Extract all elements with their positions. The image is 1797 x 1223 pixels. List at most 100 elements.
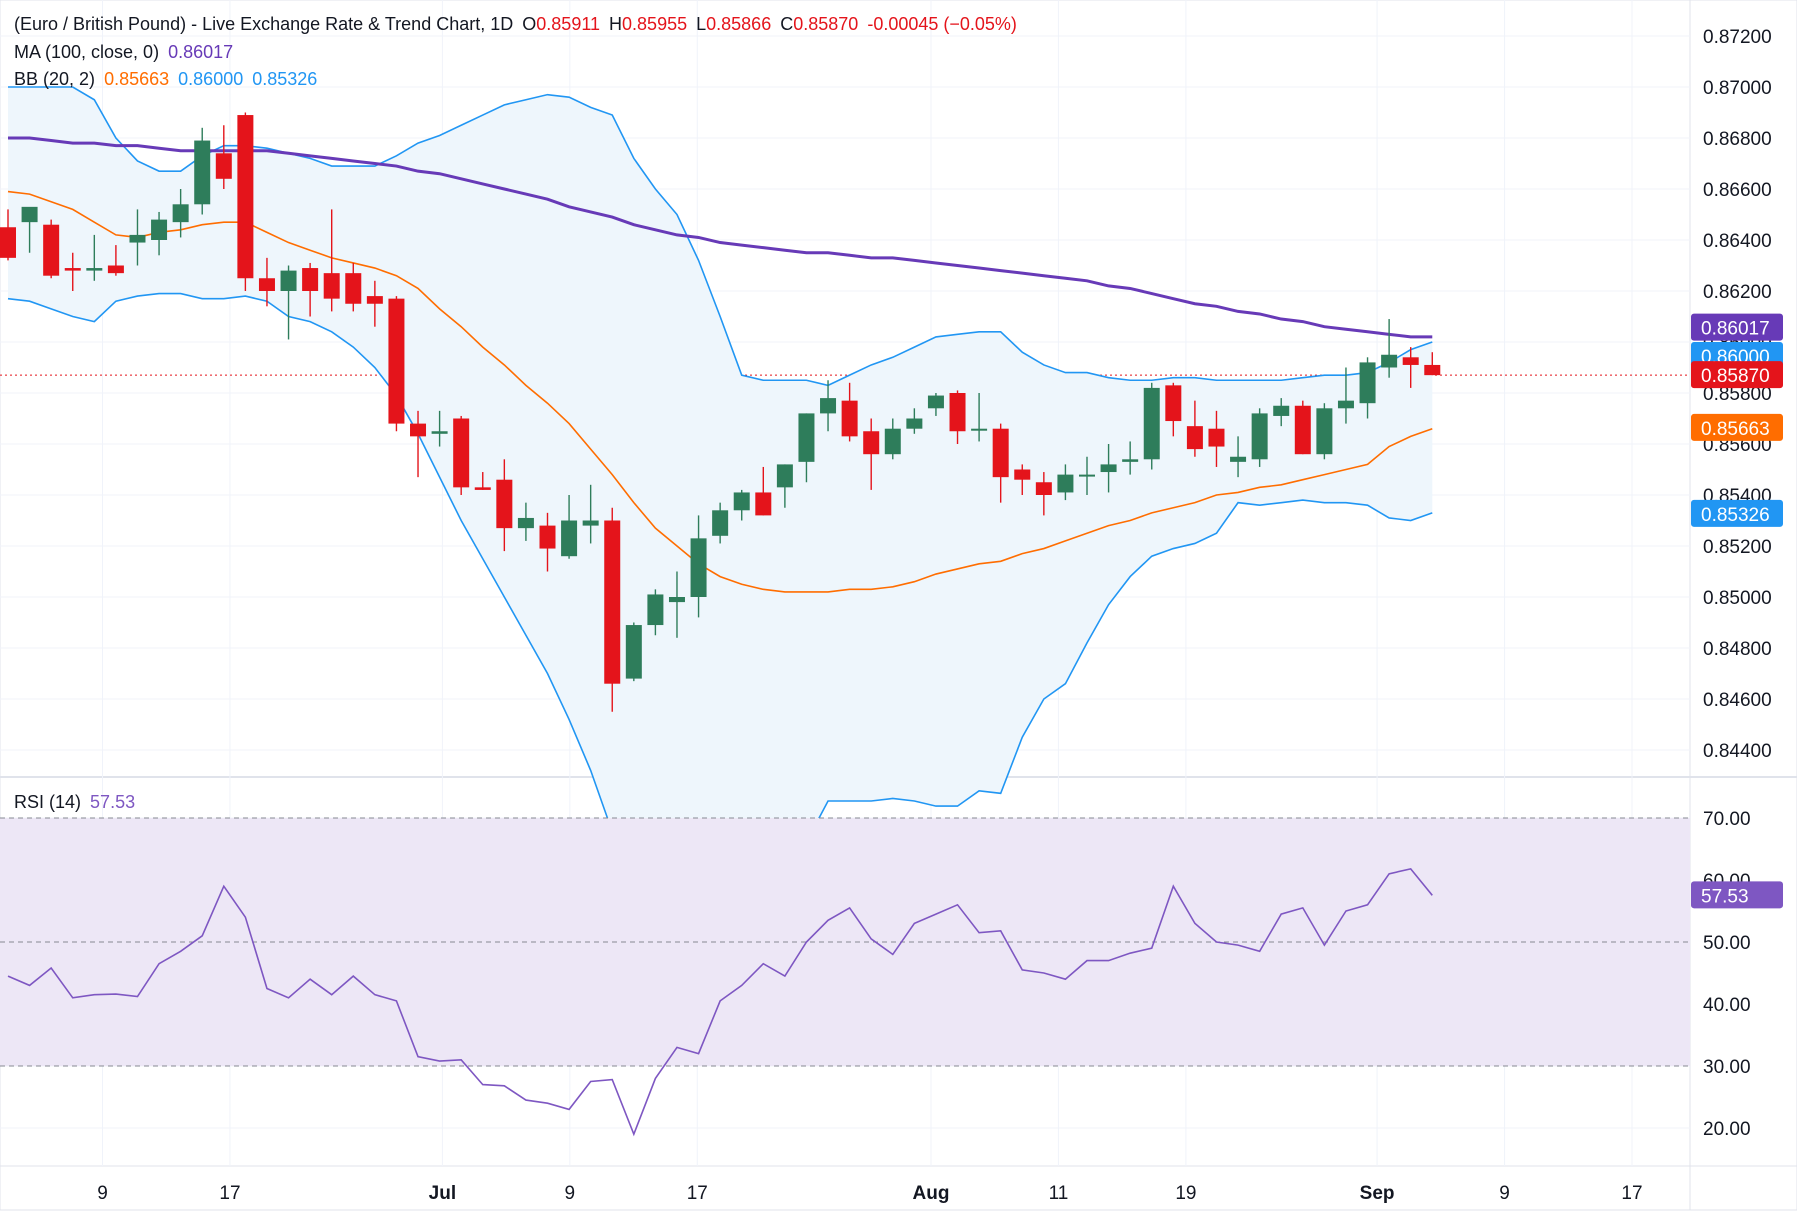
price-tick-label: 0.86600 bbox=[1703, 180, 1772, 201]
price-tick-label: 0.87000 bbox=[1703, 78, 1772, 99]
candle-body bbox=[1186, 426, 1203, 450]
low-label: L bbox=[696, 14, 707, 34]
candle-body bbox=[949, 393, 966, 432]
candle-body bbox=[927, 395, 944, 409]
candle-body bbox=[129, 234, 146, 243]
time-tick-label: 11 bbox=[1049, 1183, 1069, 1204]
candle-body bbox=[237, 115, 254, 279]
candle-body bbox=[798, 413, 815, 462]
price-tick-label: 0.84400 bbox=[1703, 741, 1772, 762]
price-tag-box bbox=[1691, 361, 1783, 389]
candle-body bbox=[1424, 364, 1441, 376]
high-label: H bbox=[609, 14, 623, 34]
legend-bb[interactable]: BB (20, 2) 0.85663 0.86000 0.85326 bbox=[14, 69, 321, 90]
close-value: 0.85870 bbox=[793, 14, 859, 34]
candle-body bbox=[1251, 413, 1268, 460]
price-tag-box bbox=[1691, 881, 1783, 909]
candle-body bbox=[992, 428, 1009, 478]
candle-body bbox=[971, 428, 988, 431]
candle-body bbox=[712, 510, 729, 536]
candle-body bbox=[1402, 357, 1419, 365]
price-tag-label: 57.53 bbox=[1701, 886, 1749, 907]
candle-body bbox=[410, 423, 427, 437]
candle-body bbox=[1079, 474, 1095, 477]
candle-body bbox=[258, 278, 275, 291]
candle-body bbox=[668, 597, 685, 603]
rsi-tick-label: 20.00 bbox=[1703, 1119, 1751, 1140]
price-tag-box bbox=[1691, 413, 1783, 441]
price-tag: 0.85326 bbox=[1691, 499, 1783, 527]
candle-body bbox=[776, 464, 793, 488]
price-tick-label: 0.87200 bbox=[1703, 27, 1772, 48]
candle-body bbox=[86, 268, 103, 271]
candle-body bbox=[345, 273, 362, 304]
price-tick-label: 0.85800 bbox=[1703, 384, 1772, 405]
candle-body bbox=[1014, 469, 1031, 480]
candle-body bbox=[625, 625, 642, 679]
candle-body bbox=[1316, 408, 1333, 455]
price-tag-box bbox=[1691, 313, 1783, 341]
time-tick-label: 17 bbox=[219, 1183, 240, 1204]
candle-body bbox=[453, 418, 470, 488]
candle-body bbox=[820, 398, 837, 414]
change-value: -0.00045 (−0.05%) bbox=[867, 14, 1017, 34]
candle-body bbox=[194, 140, 211, 205]
candle-body bbox=[1381, 354, 1398, 368]
candle-body bbox=[561, 520, 578, 557]
rsi-line bbox=[7, 867, 1433, 1137]
low-value: 0.85866 bbox=[706, 14, 772, 34]
bb-lower-value: 0.85326 bbox=[252, 69, 318, 89]
price-tag: 0.85870 bbox=[1691, 361, 1783, 389]
candle-body bbox=[582, 520, 599, 526]
candle-body bbox=[107, 265, 124, 274]
candle-body bbox=[496, 479, 513, 529]
legend-ma[interactable]: MA (100, close, 0) 0.86017 bbox=[14, 42, 237, 63]
candlesticks bbox=[0, 112, 1441, 712]
price-tag: 0.85663 bbox=[1691, 413, 1783, 441]
price-tick-label: 0.86200 bbox=[1703, 282, 1772, 303]
candle-body bbox=[1165, 385, 1182, 422]
chart-title: (Euro / British Pound) - Live Exchange R… bbox=[14, 14, 514, 34]
candle-body bbox=[1057, 474, 1074, 493]
candle-body bbox=[1100, 464, 1117, 473]
candle-body bbox=[647, 594, 664, 626]
time-tick-label: Sep bbox=[1360, 1183, 1395, 1204]
rsi-label: RSI (14) bbox=[14, 792, 82, 812]
rsi-tick-label: 70.00 bbox=[1703, 809, 1751, 830]
price-tag-label: 0.85326 bbox=[1701, 505, 1770, 526]
rsi-tick-label: 30.00 bbox=[1703, 1057, 1751, 1078]
candle-body bbox=[690, 538, 707, 597]
time-tick-label: 17 bbox=[687, 1183, 708, 1204]
candle-body bbox=[841, 400, 858, 437]
candle-body bbox=[323, 273, 340, 299]
candle-body bbox=[539, 525, 556, 549]
candle-body bbox=[755, 492, 772, 516]
open-label: O bbox=[522, 14, 537, 34]
candle-body bbox=[215, 153, 232, 179]
price-tick-label: 0.84600 bbox=[1703, 690, 1772, 711]
rsi-value: 57.53 bbox=[90, 792, 136, 812]
price-tag-label: 0.86017 bbox=[1701, 319, 1770, 340]
candle-body bbox=[302, 268, 319, 291]
price-tick-label: 0.86800 bbox=[1703, 129, 1772, 150]
candle-body bbox=[1359, 362, 1376, 404]
rsi-tick-label: 50.00 bbox=[1703, 933, 1751, 954]
candle-body bbox=[1122, 459, 1139, 462]
candle-body bbox=[0, 227, 16, 258]
time-tick-label: 19 bbox=[1175, 1183, 1196, 1204]
legend-rsi[interactable]: RSI (14) 57.53 bbox=[14, 792, 139, 813]
time-tick-label: Jul bbox=[429, 1183, 456, 1204]
candle-body bbox=[280, 270, 297, 291]
candle-body bbox=[863, 431, 880, 455]
ma-value: 0.86017 bbox=[168, 42, 234, 62]
candle-body bbox=[1273, 405, 1290, 416]
candle-body bbox=[1337, 400, 1354, 409]
candle-body bbox=[64, 268, 81, 271]
time-tick-label: 9 bbox=[97, 1183, 108, 1204]
candle-body bbox=[1294, 405, 1311, 455]
candle-body bbox=[1230, 456, 1247, 462]
time-tick-label: 17 bbox=[1621, 1183, 1642, 1204]
price-tag: 57.53 bbox=[1691, 881, 1783, 909]
